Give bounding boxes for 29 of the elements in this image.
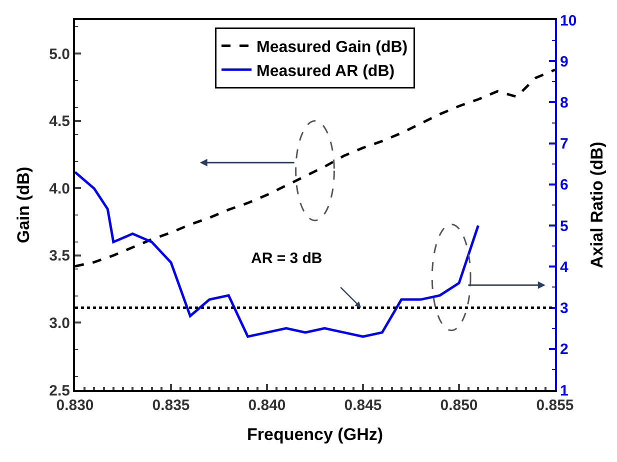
- legend-label: Measured Gain (dB): [256, 39, 408, 56]
- y-tick-label: 4.5: [49, 113, 70, 130]
- x-tick-label: 0.845: [344, 397, 382, 414]
- y-tick-label: 5.0: [49, 46, 70, 63]
- annotation: AR = 3 dB: [251, 250, 322, 267]
- legend-label: Measured AR (dB): [256, 62, 395, 80]
- y-tick-label: 3.0: [49, 314, 70, 332]
- x-tick-label: 0.840: [248, 397, 286, 414]
- y-tick-label: 4.0: [49, 180, 70, 198]
- y2-tick-label: 2: [560, 341, 568, 358]
- x-tick-label: 0.835: [152, 397, 190, 414]
- y2-tick-label: 8: [560, 94, 568, 112]
- x-tick-label: 0.830: [56, 397, 94, 414]
- y2-tick-label: 6: [560, 176, 568, 194]
- y2-tick-label: 5: [560, 218, 568, 235]
- y2-tick-label: 4: [560, 258, 569, 276]
- y2-tick-label: 3: [560, 300, 568, 318]
- y2-tick-label: 10: [560, 12, 577, 30]
- x-tick-label: 0.850: [440, 397, 478, 414]
- y-tick-label: 2.5: [49, 382, 70, 400]
- x-axis-title: Frequency (GHz): [246, 424, 384, 444]
- y-axis-title: Gain (dB): [14, 166, 34, 244]
- y2-tick-label: 7: [560, 136, 568, 153]
- y2-tick-label: 9: [560, 53, 568, 70]
- x-tick-label: 0.855: [536, 397, 574, 414]
- y2-axis-title: Axial Ratio (dB): [588, 142, 607, 268]
- y-tick-label: 3.5: [49, 248, 70, 265]
- y2-tick-label: 1: [560, 382, 568, 400]
- line-series: [75, 170, 480, 338]
